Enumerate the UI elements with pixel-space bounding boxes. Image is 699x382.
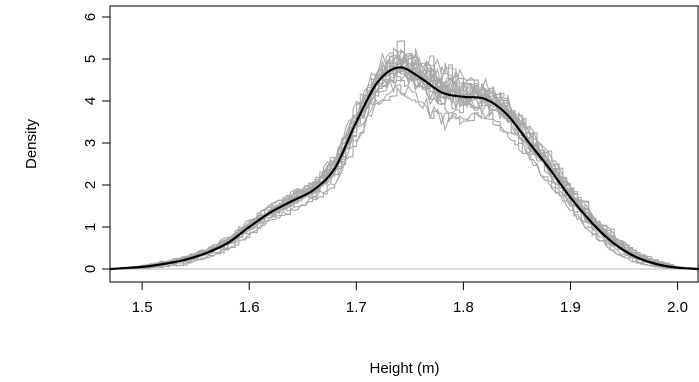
sample-curve [110, 47, 699, 270]
y-tick-label: 2 [82, 181, 99, 189]
x-axis-title: Height (m) [369, 360, 439, 377]
sample-curve [110, 65, 699, 270]
x-tick-label: 1.5 [132, 299, 153, 316]
y-axis-title: Density [23, 118, 40, 169]
y-tick-label: 1 [82, 223, 99, 231]
y-tick-label: 6 [82, 13, 99, 21]
sample-curve [110, 74, 699, 270]
bootstrap-sample-curves [110, 40, 699, 270]
x-tick-label: 1.7 [346, 299, 367, 316]
x-tick-label: 1.6 [239, 299, 260, 316]
y-tick-label: 5 [82, 55, 99, 63]
x-tick-label: 1.9 [560, 299, 581, 316]
y-axis: 0 1 2 3 4 5 6 [82, 13, 110, 273]
y-tick-label: 3 [82, 139, 99, 147]
sample-curve [110, 84, 699, 270]
x-tick-label: 1.8 [453, 299, 474, 316]
x-axis: 1.5 1.6 1.7 1.8 1.9 2.0 [132, 282, 688, 316]
plot-frame [109, 5, 699, 283]
y-tick-label: 0 [82, 265, 99, 273]
sample-curve [110, 52, 699, 270]
x-tick-label: 2.0 [667, 299, 688, 316]
y-tick-label: 4 [82, 97, 99, 105]
density-curve [109, 66, 699, 271]
